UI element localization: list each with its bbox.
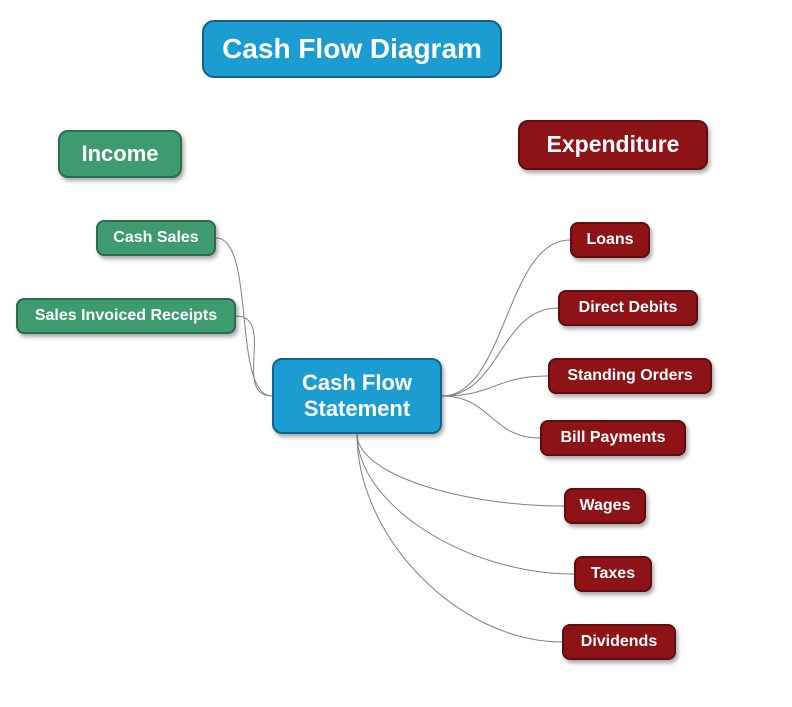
node-direct_debits: Direct Debits [558,290,698,326]
node-label-cash_sales: Cash Sales [113,228,198,247]
node-dividends: Dividends [562,624,676,660]
node-label-taxes: Taxes [591,564,635,583]
node-center: Cash Flow Statement [272,358,442,434]
node-label-center: Cash Flow Statement [302,370,412,423]
node-income: Income [58,130,182,178]
node-label-dividends: Dividends [581,632,657,651]
node-label-bill_payments: Bill Payments [561,428,666,447]
node-label-income: Income [81,141,158,167]
node-label-expenditure: Expenditure [547,131,680,159]
edge-center-standing_orders [442,376,548,396]
node-wages: Wages [564,488,646,524]
node-standing_orders: Standing Orders [548,358,712,394]
edges-layer [0,0,792,707]
node-expenditure: Expenditure [518,120,708,170]
edge-center-taxes [357,434,574,574]
edge-center-bill_payments [442,396,540,438]
node-label-standing_orders: Standing Orders [567,366,692,385]
node-sales_invoiced: Sales Invoiced Receipts [16,298,236,334]
node-label-loans: Loans [586,230,633,249]
node-taxes: Taxes [574,556,652,592]
node-label-sales_invoiced: Sales Invoiced Receipts [35,306,217,325]
edge-center-sales_invoiced [236,316,272,396]
node-label-title: Cash Flow Diagram [222,32,482,66]
edge-center-direct_debits [442,308,558,396]
node-loans: Loans [570,222,650,258]
edge-center-dividends [357,434,562,642]
node-cash_sales: Cash Sales [96,220,216,256]
node-label-wages: Wages [580,496,631,515]
node-bill_payments: Bill Payments [540,420,686,456]
node-label-direct_debits: Direct Debits [579,298,678,317]
node-title: Cash Flow Diagram [202,20,502,78]
edge-center-wages [357,434,564,506]
